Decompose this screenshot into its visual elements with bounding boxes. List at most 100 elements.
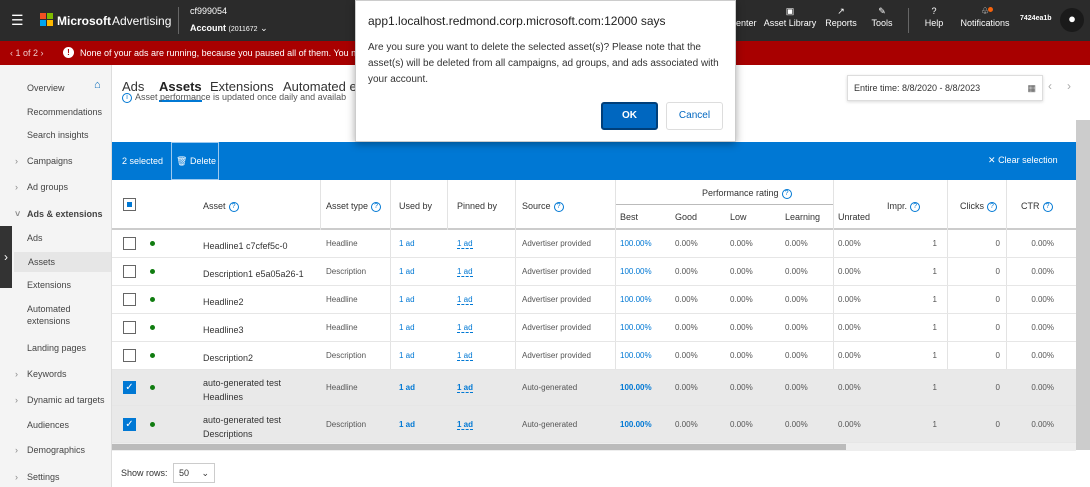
nav-help[interactable]: ? Help [920, 6, 948, 28]
banner-pager[interactable]: ‹ 1 of 2 › [10, 48, 44, 58]
sidebar-item-dynamic-ad-targets[interactable]: › Dynamic ad targets [15, 395, 105, 405]
pinned-by-link[interactable]: 1 ad [457, 383, 474, 393]
asset-name[interactable]: Headline3 [203, 325, 244, 335]
sidebar-item-ad-groups[interactable]: › Ad groups [15, 182, 68, 192]
nav-notifications[interactable]: ♧ Notifications [955, 6, 1015, 28]
pinned-by-link[interactable]: 1 ad [457, 419, 474, 430]
help-icon[interactable]: ? [371, 201, 382, 212]
used-by-link[interactable]: 1 ad [399, 239, 415, 248]
used-by-link[interactable]: 1 ad [399, 383, 416, 392]
tab-extensions[interactable]: Extensions [210, 79, 274, 94]
asset-name[interactable]: Headline2 [203, 297, 244, 307]
header-used-by[interactable]: Used by [399, 201, 432, 211]
table-row[interactable] [112, 286, 1076, 314]
row-checkbox[interactable] [123, 349, 136, 362]
header-impr[interactable]: Impr.? [887, 201, 921, 212]
used-by-link[interactable]: 1 ad [399, 323, 415, 332]
header-learning[interactable]: Learning [785, 212, 821, 222]
asset-name[interactable]: auto-generated test Headlines [203, 378, 282, 402]
header-asset-type[interactable]: Asset type? [326, 201, 382, 212]
used-by-link[interactable]: 1 ad [399, 351, 415, 360]
select-all-checkbox[interactable] [123, 198, 136, 211]
row-checkbox[interactable] [123, 293, 136, 306]
asset-name[interactable]: Description2 [203, 353, 254, 363]
row-checkbox[interactable] [123, 321, 136, 334]
used-by-link[interactable]: 1 ad [399, 267, 415, 276]
header-low[interactable]: Low [730, 212, 747, 222]
sidebar-item-assets[interactable]: Assets [14, 252, 111, 272]
help-icon[interactable]: ? [553, 201, 564, 212]
row-checkbox[interactable] [123, 265, 136, 278]
nav-asset-library[interactable]: ▣ Asset Library [762, 6, 818, 28]
table-row[interactable] [112, 258, 1076, 286]
table-row[interactable] [112, 406, 1076, 443]
nav-center[interactable]: enter [736, 6, 757, 28]
best-rating[interactable]: 100.00% [620, 351, 652, 360]
asset-name[interactable]: Headline1 c7cfef5c-0 [203, 241, 288, 251]
clear-selection-button[interactable]: ✕ Clear selection [988, 155, 1058, 166]
date-next-button[interactable]: › [1067, 79, 1071, 93]
sidebar-item-overview[interactable]: Overview [27, 83, 65, 93]
sidebar-item-keywords[interactable]: › Keywords [15, 369, 67, 379]
avatar[interactable]: ● [1060, 8, 1084, 32]
date-prev-button[interactable]: ‹ [1048, 79, 1052, 93]
sidebar-item-campaigns[interactable]: › Campaigns [15, 156, 73, 166]
pinned-by-link[interactable]: 1 ad [457, 351, 473, 361]
best-rating[interactable]: 100.00% [620, 239, 652, 248]
help-icon[interactable]: ? [228, 201, 239, 212]
nav-reports[interactable]: ↗ Reports [822, 6, 860, 28]
header-ctr[interactable]: CTR? [1021, 201, 1053, 212]
show-rows-select[interactable]: 50 ⌄ [173, 463, 215, 483]
ok-button[interactable]: OK [601, 102, 658, 130]
table-row[interactable] [112, 230, 1076, 258]
tab-automated-extensions[interactable]: Automated e [283, 79, 357, 94]
help-icon[interactable]: ? [781, 188, 792, 199]
used-by-link[interactable]: 1 ad [399, 419, 416, 429]
sidebar-item-audiences[interactable]: Audiences [27, 420, 69, 430]
table-row[interactable] [112, 314, 1076, 342]
header-asset[interactable]: Asset? [203, 201, 239, 212]
sidebar-item-settings[interactable]: › Settings [15, 472, 60, 482]
sidebar-item-extensions[interactable]: Extensions [27, 280, 71, 290]
sidebar-item-recommendations[interactable]: Recommendations [27, 107, 102, 117]
horizontal-scrollbar[interactable] [112, 443, 1076, 451]
table-row[interactable] [112, 342, 1076, 370]
vertical-scrollbar[interactable] [1076, 120, 1090, 450]
pinned-by-link[interactable]: 1 ad [457, 267, 473, 277]
asset-name[interactable]: Description1 e5a05a26-1 [203, 269, 304, 279]
header-pinned-by[interactable]: Pinned by [457, 201, 497, 211]
sidebar-item-automated-extensions[interactable]: Automated extensions [27, 303, 97, 327]
hamburger-menu-icon[interactable]: ☰ [11, 12, 24, 28]
help-icon[interactable]: ? [987, 201, 997, 212]
date-range-picker[interactable]: Entire time: 8/8/2020 - 8/8/2023 ▦ [847, 75, 1043, 101]
home-icon[interactable]: ⌂ [94, 79, 101, 91]
best-rating[interactable]: 100.00% [620, 295, 652, 304]
table-row[interactable] [112, 370, 1076, 406]
cancel-button[interactable]: Cancel [666, 102, 723, 130]
help-icon[interactable]: ? [910, 201, 921, 212]
pinned-by-link[interactable]: 1 ad [457, 323, 473, 333]
row-checkbox[interactable]: ✓ [123, 381, 136, 394]
sidebar-collapse-handle[interactable]: › [0, 226, 12, 288]
best-rating[interactable]: 100.00% [620, 323, 652, 332]
row-checkbox[interactable] [123, 237, 136, 250]
pinned-by-link[interactable]: 1 ad [457, 239, 473, 249]
nav-tools[interactable]: ✎ Tools [866, 6, 898, 28]
tab-ads[interactable]: Ads [122, 79, 145, 94]
header-clicks[interactable]: Clicks? [960, 201, 997, 212]
delete-button[interactable]: 🗑 Delete [171, 142, 219, 180]
sidebar-item-ads-extensions[interactable]: ˅ Ads & extensions [15, 209, 103, 219]
help-icon[interactable]: ? [1042, 201, 1053, 212]
row-checkbox[interactable]: ✓ [123, 417, 136, 431]
header-good[interactable]: Good [675, 212, 698, 222]
header-best[interactable]: Best [620, 212, 639, 222]
asset-name[interactable]: auto-generated test Descriptions [203, 414, 282, 439]
tab-assets[interactable]: Assets [159, 79, 202, 102]
header-unrated[interactable]: Unrated [838, 212, 871, 222]
sidebar-item-demographics[interactable]: › Demographics [15, 445, 85, 455]
used-by-link[interactable]: 1 ad [399, 295, 415, 304]
best-rating[interactable]: 100.00% [620, 419, 652, 429]
sidebar-item-ads[interactable]: Ads [27, 233, 43, 243]
sidebar-item-search-insights[interactable]: Search insights [27, 130, 89, 140]
account-selector[interactable]: Account (2011672 ⌄ [190, 23, 268, 34]
